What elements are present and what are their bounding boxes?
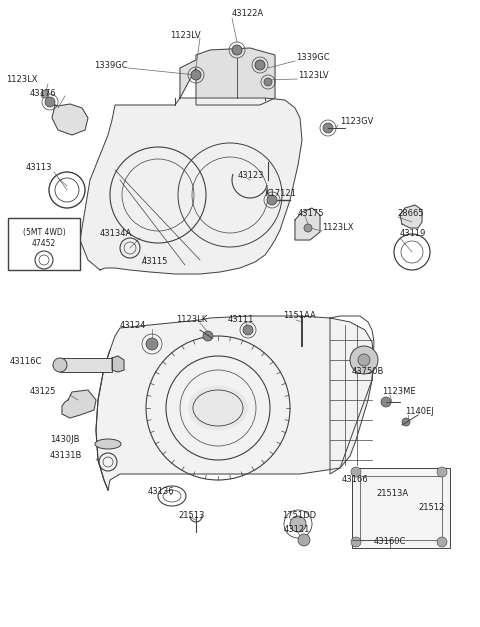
Ellipse shape — [53, 358, 67, 372]
Text: 43115: 43115 — [142, 258, 168, 266]
Text: 43111: 43111 — [228, 315, 254, 325]
Text: 47452: 47452 — [32, 240, 56, 248]
Text: 1123LV: 1123LV — [170, 31, 201, 40]
Circle shape — [243, 325, 253, 335]
Polygon shape — [180, 48, 275, 105]
Text: 43121: 43121 — [284, 525, 311, 534]
Circle shape — [146, 338, 158, 350]
Text: K17121: K17121 — [264, 189, 296, 198]
Ellipse shape — [95, 439, 121, 449]
Text: 43131B: 43131B — [50, 451, 83, 460]
Circle shape — [41, 90, 49, 98]
Circle shape — [191, 70, 201, 80]
Circle shape — [323, 123, 333, 133]
Text: 43136: 43136 — [148, 488, 175, 497]
Circle shape — [351, 467, 361, 477]
Circle shape — [437, 467, 447, 477]
Text: 28665: 28665 — [397, 209, 424, 218]
Polygon shape — [96, 316, 374, 490]
Circle shape — [290, 516, 306, 532]
Text: 21512: 21512 — [418, 503, 444, 512]
Text: 1430JB: 1430JB — [50, 436, 80, 445]
Text: 43125: 43125 — [30, 387, 56, 396]
Text: 1123LX: 1123LX — [322, 223, 353, 233]
Text: (5MT 4WD): (5MT 4WD) — [23, 228, 65, 236]
Circle shape — [298, 534, 310, 546]
Text: 1339GC: 1339GC — [94, 60, 128, 70]
Text: 1123ME: 1123ME — [382, 387, 416, 396]
Circle shape — [255, 60, 265, 70]
Circle shape — [304, 224, 312, 232]
Text: 1123GV: 1123GV — [340, 117, 373, 127]
Text: 43134A: 43134A — [100, 229, 132, 238]
Text: 21513A: 21513A — [376, 490, 408, 498]
Polygon shape — [80, 98, 302, 274]
Text: 1151AA: 1151AA — [283, 312, 316, 320]
Text: 1123LV: 1123LV — [298, 71, 329, 80]
Circle shape — [437, 537, 447, 547]
Text: 43123: 43123 — [238, 171, 264, 179]
Circle shape — [45, 97, 55, 107]
Bar — [60, 358, 112, 372]
Circle shape — [402, 418, 410, 426]
Polygon shape — [62, 390, 96, 418]
Text: 43175: 43175 — [298, 209, 324, 218]
Circle shape — [264, 78, 272, 86]
Polygon shape — [400, 205, 422, 228]
Text: 1123LX: 1123LX — [6, 75, 37, 85]
Text: 43124: 43124 — [120, 322, 146, 330]
Circle shape — [267, 195, 277, 205]
Text: 43119: 43119 — [400, 229, 426, 238]
Circle shape — [350, 346, 378, 374]
Text: 43122A: 43122A — [232, 9, 264, 19]
Circle shape — [203, 331, 213, 341]
Text: 43176: 43176 — [30, 88, 57, 98]
Ellipse shape — [188, 386, 248, 431]
Polygon shape — [52, 104, 88, 135]
Text: 1339GC: 1339GC — [296, 53, 330, 63]
Circle shape — [358, 354, 370, 366]
Bar — [352, 468, 450, 548]
Text: 43116C: 43116C — [10, 357, 42, 367]
Polygon shape — [112, 356, 124, 372]
Text: 1123LK: 1123LK — [176, 315, 207, 325]
Bar — [8, 218, 80, 270]
Text: 1751DD: 1751DD — [282, 512, 316, 520]
Bar — [360, 476, 442, 540]
Text: 43113: 43113 — [26, 164, 52, 172]
Text: 43160C: 43160C — [374, 537, 407, 547]
Circle shape — [381, 397, 391, 407]
Polygon shape — [295, 208, 320, 240]
Text: 21513: 21513 — [178, 512, 204, 520]
Circle shape — [232, 45, 242, 55]
Text: 1140EJ: 1140EJ — [405, 408, 434, 416]
Circle shape — [351, 537, 361, 547]
Text: 43750B: 43750B — [352, 367, 384, 376]
Text: 43166: 43166 — [342, 475, 369, 485]
